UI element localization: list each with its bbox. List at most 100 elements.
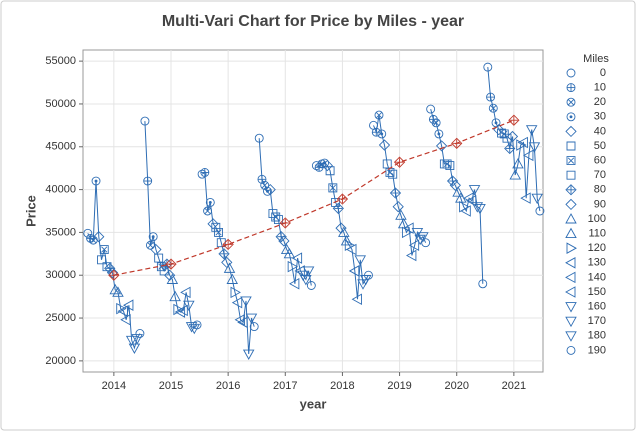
marker-shape — [279, 217, 291, 229]
marker-shape — [565, 316, 577, 328]
marker-shape — [230, 286, 241, 299]
marker-shape — [234, 313, 245, 326]
mean-point — [393, 156, 406, 168]
marker-shape — [231, 296, 243, 309]
data-point — [109, 283, 121, 295]
marker-stroke — [215, 229, 222, 236]
chart-title: Multi-Vari Chart for Price by Miles - ye… — [162, 13, 464, 30]
marker-shape — [442, 159, 452, 169]
marker-shape — [523, 149, 534, 162]
data-point — [405, 249, 417, 262]
data-point — [180, 286, 191, 299]
marker-shape — [183, 300, 195, 312]
marker-shape — [192, 320, 202, 330]
marker-shape — [260, 180, 270, 190]
marker-shape — [502, 133, 512, 143]
marker-shape — [506, 130, 519, 143]
marker-shape — [508, 114, 520, 126]
data-point — [221, 256, 233, 269]
data-point — [504, 142, 516, 155]
marker-shape — [291, 252, 303, 264]
marker-shape — [517, 136, 528, 149]
legend-label: 0 — [600, 67, 606, 79]
data-point — [125, 335, 138, 347]
marker-shape — [431, 118, 441, 128]
x-axis-label: year — [300, 396, 327, 411]
data-point — [230, 286, 241, 299]
data-point — [474, 203, 486, 215]
marker-shape — [106, 267, 119, 279]
data-point — [535, 206, 545, 216]
data-point — [169, 290, 181, 302]
marker-shape — [278, 235, 290, 247]
data-point — [205, 197, 215, 207]
data-point — [378, 139, 391, 151]
marker-dot — [437, 132, 441, 136]
marker-shape — [452, 186, 464, 197]
y-tick-label: 40000 — [45, 183, 76, 195]
legend-marker — [565, 316, 577, 328]
marker-shape — [405, 249, 417, 262]
marker-shape — [218, 248, 230, 260]
marker-shape — [306, 281, 316, 290]
marker-shape — [283, 247, 296, 259]
data-point — [531, 193, 543, 205]
data-point — [417, 232, 429, 243]
marker-shape — [426, 104, 436, 114]
marker-stroke — [490, 105, 497, 112]
data-point — [392, 201, 404, 213]
data-point — [502, 133, 512, 143]
marker-shape — [565, 213, 577, 224]
year-line — [87, 180, 141, 350]
marker-shape — [351, 293, 362, 305]
marker-shape — [566, 345, 576, 355]
marker-dot — [569, 115, 573, 119]
marker-shape — [180, 286, 191, 299]
marker-shape — [288, 278, 300, 290]
data-point — [446, 175, 459, 187]
marker-shape — [148, 232, 158, 242]
marker-shape — [173, 303, 184, 316]
data-point — [478, 279, 488, 289]
marker-shape — [185, 322, 198, 333]
marker-shape — [516, 139, 527, 151]
marker-shape — [135, 329, 145, 338]
marker-shape — [271, 212, 281, 222]
marker-shape — [392, 201, 404, 213]
marker-stroke — [204, 207, 211, 215]
marker-shape — [509, 169, 521, 180]
data-point — [328, 183, 338, 193]
data-point — [254, 133, 264, 143]
data-point — [408, 239, 420, 252]
data-point — [389, 187, 402, 199]
legend-marker — [565, 302, 577, 313]
y-axis-label: Price — [23, 195, 38, 227]
marker-shape — [331, 197, 341, 207]
marker-shape — [566, 97, 576, 107]
data-point — [359, 275, 372, 286]
data-point — [159, 266, 169, 276]
legend-label: 70 — [594, 169, 606, 181]
marker-shape — [120, 313, 131, 326]
data-point — [231, 296, 243, 309]
marker-shape — [478, 279, 488, 289]
marker-shape — [145, 240, 155, 250]
data-point — [116, 302, 127, 315]
legend-marker — [566, 112, 576, 122]
legend-marker — [565, 257, 576, 269]
marker-shape — [102, 262, 112, 272]
marker-shape — [249, 322, 259, 332]
legend-marker — [565, 198, 577, 211]
data-point — [200, 168, 210, 177]
data-point — [192, 320, 202, 330]
legend-marker — [566, 170, 576, 180]
data-point — [431, 118, 441, 128]
data-point — [104, 262, 116, 275]
x-tick-label: 2019 — [387, 380, 411, 392]
data-point — [497, 128, 506, 138]
legend-label: 20 — [594, 96, 606, 108]
marker-shape — [242, 349, 255, 360]
marker-shape — [421, 238, 431, 248]
data-point — [332, 202, 344, 215]
data-point — [128, 343, 141, 354]
